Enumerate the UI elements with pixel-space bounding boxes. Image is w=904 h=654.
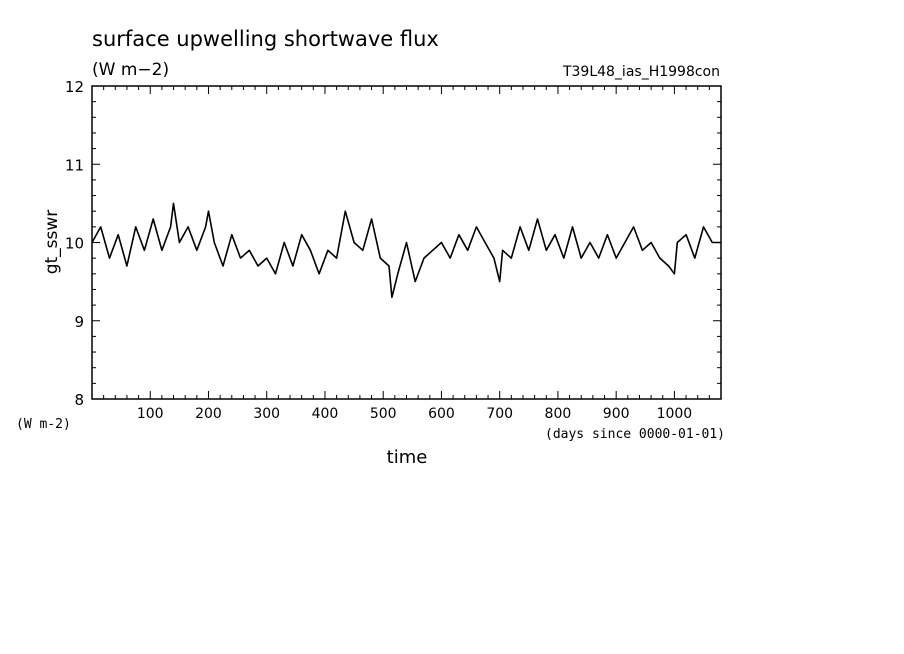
- x-tick-label: 200: [195, 406, 222, 422]
- x-axis-label: time: [387, 447, 428, 468]
- y-tick-label: 12: [65, 78, 84, 96]
- x-tick-label: 400: [312, 406, 339, 422]
- x-tick-label: 500: [370, 406, 397, 422]
- y-axis-units: (W m-2): [16, 417, 71, 432]
- x-tick-label: 900: [603, 406, 630, 422]
- plot-frame: [91, 85, 722, 400]
- y-tick-label: 10: [65, 235, 84, 253]
- x-tick-label: 300: [253, 406, 280, 422]
- run-label: T39L48_ias_H1998con: [562, 64, 720, 80]
- y-axis: 8 9 10 11 12: [65, 78, 721, 409]
- x-tick-label: 100: [137, 406, 164, 422]
- x-axis-units: (days since 0000-01-01): [545, 427, 725, 442]
- x-axis: 100 200 300 400 500 600 700 800 900 1000: [103, 86, 710, 422]
- x-tick-label: 800: [545, 406, 572, 422]
- chart-subtitle-units: (W m−2): [92, 60, 169, 80]
- x-tick-label: 700: [486, 406, 513, 422]
- series-line: [91, 202, 721, 299]
- y-tick-label: 9: [74, 313, 84, 331]
- y-tick-label: 11: [65, 156, 84, 174]
- y-axis-label: gt_sswr: [42, 210, 62, 275]
- y-tick-label: 8: [74, 391, 84, 409]
- chart-title: surface upwelling shortwave flux: [92, 27, 439, 51]
- x-tick-label: 1000: [657, 406, 693, 422]
- x-tick-label: 600: [428, 406, 455, 422]
